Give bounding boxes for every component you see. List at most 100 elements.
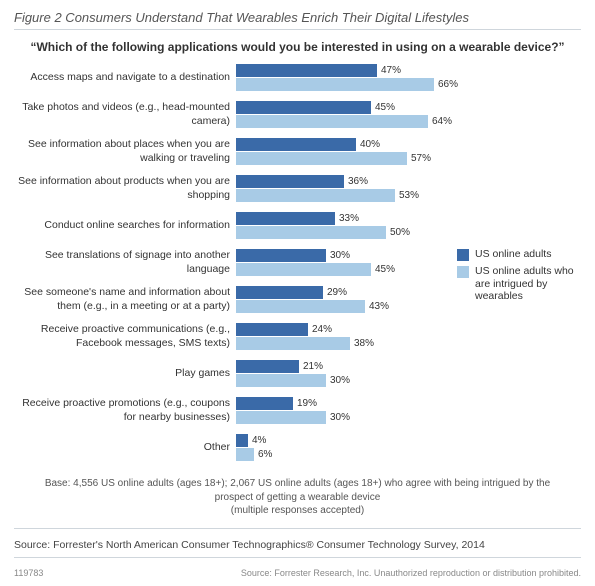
chart-row: Play games21%30%: [14, 360, 581, 387]
legend-swatch-s1: [457, 249, 469, 261]
survey-source: Source: Forrester's North American Consu…: [14, 539, 581, 551]
chart-row: See information about products when you …: [14, 175, 581, 202]
bar-s1: [236, 360, 299, 373]
bar-line: 53%: [236, 189, 581, 202]
legend-label-s1: US online adults: [475, 248, 551, 261]
bar-value: 53%: [399, 190, 419, 201]
bar-value: 30%: [330, 412, 350, 423]
bar-line: 36%: [236, 175, 581, 188]
bar-chart: Access maps and navigate to a destinatio…: [14, 64, 581, 471]
bar-s2: [236, 152, 407, 165]
bar-line: 47%: [236, 64, 581, 77]
row-bars: 47% 66%: [236, 64, 581, 91]
bar-value: 4%: [252, 435, 266, 446]
bar-value: 57%: [411, 153, 431, 164]
bar-line: 38%: [236, 337, 581, 350]
report-id: 119783: [14, 568, 43, 578]
legend-item-s2: US online adults who are intrigued by we…: [457, 265, 585, 303]
bar-line: 64%: [236, 115, 581, 128]
row-bars: 40% 57%: [236, 138, 581, 165]
chart-row: Receive proactive promotions (e.g., coup…: [14, 397, 581, 424]
legend: US online adults US online adults who ar…: [457, 248, 585, 307]
figure-container: Figure 2 Consumers Understand That Weara…: [0, 0, 595, 586]
bar-line: 6%: [236, 448, 581, 461]
survey-question: “Which of the following applications wou…: [20, 40, 575, 54]
bar-s2: [236, 411, 326, 424]
row-label: Other: [14, 441, 236, 454]
divider-mid: [14, 528, 581, 529]
row-bars: 21% 30%: [236, 360, 581, 387]
bar-line: 19%: [236, 397, 581, 410]
bar-s2: [236, 189, 395, 202]
bar-value: 45%: [375, 264, 395, 275]
bar-s2: [236, 337, 350, 350]
row-label: See someone's name and information about…: [14, 286, 236, 312]
bar-value: 33%: [339, 213, 359, 224]
bar-value: 66%: [438, 79, 458, 90]
chart-row: Take photos and videos (e.g., head-mount…: [14, 101, 581, 128]
bar-line: 30%: [236, 411, 581, 424]
bar-s1: [236, 175, 344, 188]
row-bars: 19% 30%: [236, 397, 581, 424]
bar-line: 40%: [236, 138, 581, 151]
bar-value: 29%: [327, 287, 347, 298]
bar-s1: [236, 249, 326, 262]
bar-s2: [236, 115, 428, 128]
bar-line: 21%: [236, 360, 581, 373]
row-bars: 36% 53%: [236, 175, 581, 202]
bar-value: 21%: [303, 361, 323, 372]
row-label: Receive proactive promotions (e.g., coup…: [14, 397, 236, 423]
divider-top: [14, 29, 581, 30]
bar-value: 30%: [330, 250, 350, 261]
bar-s1: [236, 286, 323, 299]
bar-value: 36%: [348, 176, 368, 187]
bar-s2: [236, 374, 326, 387]
bar-s2: [236, 226, 386, 239]
base-note: Base: 4,556 US online adults (ages 18+);…: [26, 477, 569, 518]
row-label: Receive proactive communications (e.g., …: [14, 323, 236, 349]
divider-bottom: [14, 557, 581, 558]
bar-s2: [236, 78, 434, 91]
bar-s2: [236, 448, 254, 461]
row-label: Conduct online searches for information: [14, 219, 236, 232]
bar-value: 45%: [375, 102, 395, 113]
bar-line: 33%: [236, 212, 581, 225]
bar-s1: [236, 323, 308, 336]
bar-value: 47%: [381, 65, 401, 76]
bar-line: 57%: [236, 152, 581, 165]
bar-value: 30%: [330, 375, 350, 386]
base-note-line1: Base: 4,556 US online adults (ages 18+);…: [45, 478, 550, 503]
base-note-line2: (multiple responses accepted): [231, 505, 364, 516]
bar-line: 50%: [236, 226, 581, 239]
bar-line: 30%: [236, 374, 581, 387]
bar-value: 24%: [312, 324, 332, 335]
bar-s1: [236, 397, 293, 410]
bar-value: 19%: [297, 398, 317, 409]
bar-value: 43%: [369, 301, 389, 312]
row-bars: 24% 38%: [236, 323, 581, 350]
chart-row: Other4%6%: [14, 434, 581, 461]
row-bars: 45%64%: [236, 101, 581, 128]
row-label: See information about products when you …: [14, 175, 236, 201]
bar-line: 66%: [236, 78, 581, 91]
chart-row: Conduct online searches for information3…: [14, 212, 581, 239]
row-bars: 33% 50%: [236, 212, 581, 239]
bar-value: 6%: [258, 449, 272, 460]
row-bars: 4%6%: [236, 434, 581, 461]
bar-value: 50%: [390, 227, 410, 238]
row-label: See translations of signage into another…: [14, 249, 236, 275]
row-label: Access maps and navigate to a destinatio…: [14, 71, 236, 84]
chart-row: Access maps and navigate to a destinatio…: [14, 64, 581, 91]
bar-s1: [236, 212, 335, 225]
chart-row: Receive proactive communications (e.g., …: [14, 323, 581, 350]
chart-row: See information about places when you ar…: [14, 138, 581, 165]
legend-label-s2: US online adults who are intrigued by we…: [475, 265, 585, 303]
bar-value: 40%: [360, 139, 380, 150]
bar-line: 45%: [236, 101, 581, 114]
row-label: See information about places when you ar…: [14, 138, 236, 164]
bar-value: 38%: [354, 338, 374, 349]
legend-item-s1: US online adults: [457, 248, 585, 261]
copyright-source: Source: Forrester Research, Inc. Unautho…: [241, 568, 581, 578]
bar-s1: [236, 64, 377, 77]
bar-s2: [236, 300, 365, 313]
